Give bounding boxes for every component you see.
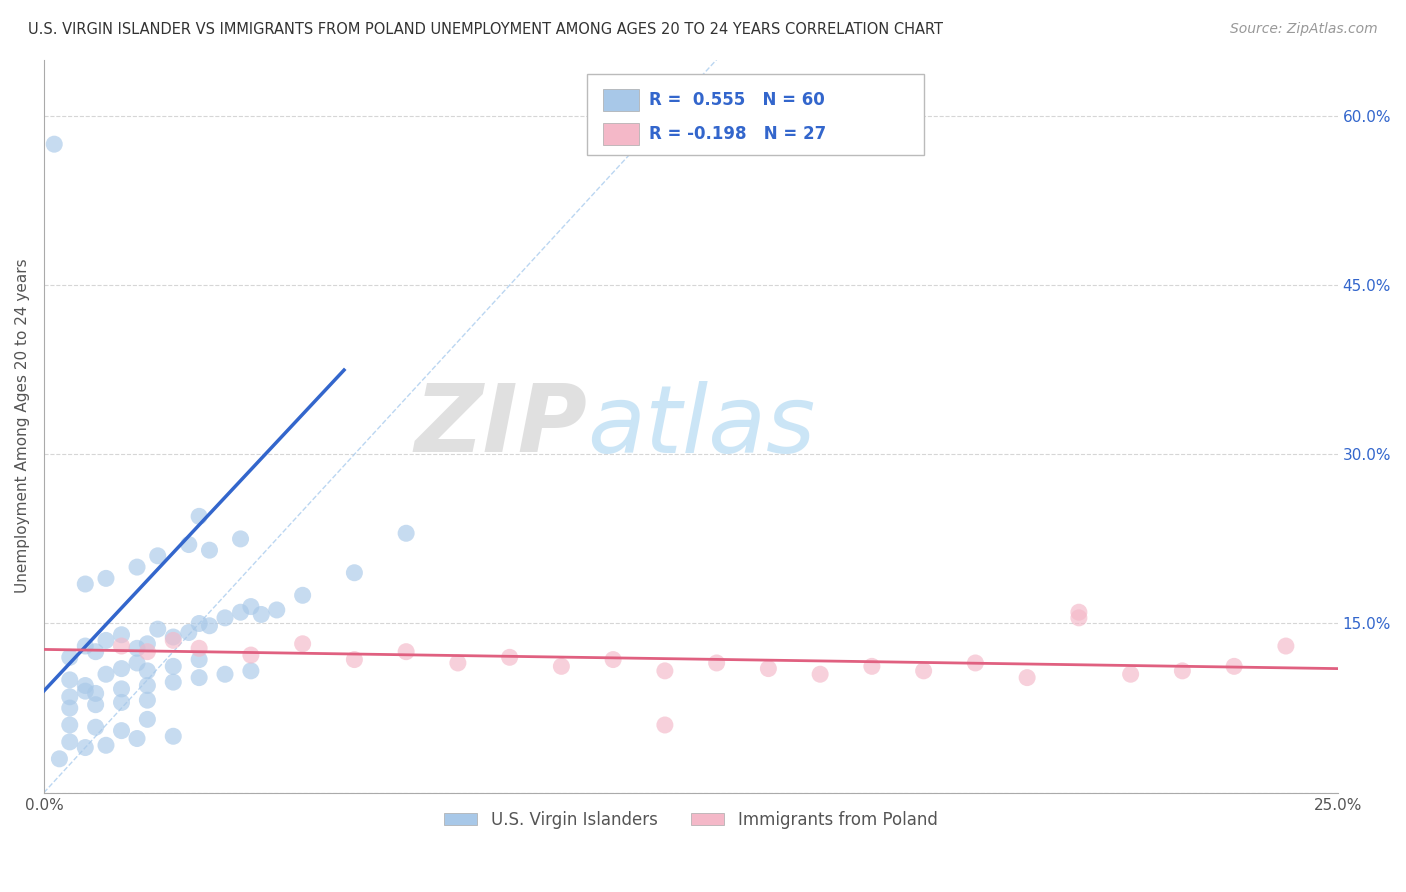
Point bbox=[1067, 605, 1090, 619]
Point bbox=[146, 622, 169, 636]
Point bbox=[1223, 659, 1246, 673]
Point bbox=[250, 607, 273, 622]
Point bbox=[84, 698, 107, 712]
Legend: U.S. Virgin Islanders, Immigrants from Poland: U.S. Virgin Islanders, Immigrants from P… bbox=[437, 805, 945, 836]
Point bbox=[44, 137, 66, 152]
Point bbox=[706, 656, 728, 670]
Point bbox=[498, 650, 520, 665]
Point bbox=[136, 679, 159, 693]
Point bbox=[214, 667, 236, 681]
Point bbox=[965, 656, 987, 670]
Point bbox=[125, 656, 148, 670]
Point bbox=[94, 739, 117, 753]
Point bbox=[1067, 611, 1090, 625]
Point bbox=[94, 633, 117, 648]
Point bbox=[1119, 667, 1142, 681]
Point bbox=[162, 675, 184, 690]
Point bbox=[162, 659, 184, 673]
Point bbox=[239, 599, 262, 614]
Text: atlas: atlas bbox=[588, 381, 815, 472]
Point bbox=[808, 667, 831, 681]
Point bbox=[59, 735, 82, 749]
Point bbox=[188, 616, 211, 631]
Point bbox=[84, 720, 107, 734]
Point bbox=[188, 509, 211, 524]
Point bbox=[75, 679, 97, 693]
Point bbox=[59, 673, 82, 687]
Y-axis label: Unemployment Among Ages 20 to 24 years: Unemployment Among Ages 20 to 24 years bbox=[15, 259, 30, 593]
Point bbox=[291, 588, 314, 602]
Point bbox=[860, 659, 883, 673]
Point bbox=[177, 625, 200, 640]
Point bbox=[291, 637, 314, 651]
Point bbox=[912, 664, 935, 678]
Point bbox=[1017, 671, 1039, 685]
Point bbox=[110, 681, 132, 696]
Point bbox=[110, 662, 132, 676]
Point bbox=[214, 611, 236, 625]
Point bbox=[48, 752, 70, 766]
Point bbox=[229, 532, 252, 546]
Point bbox=[654, 718, 676, 732]
Point bbox=[162, 633, 184, 648]
Point bbox=[188, 652, 211, 666]
Point bbox=[239, 648, 262, 662]
Point bbox=[447, 656, 470, 670]
Point bbox=[59, 718, 82, 732]
Point bbox=[94, 571, 117, 585]
Point bbox=[229, 605, 252, 619]
Bar bbox=[603, 88, 638, 111]
Point bbox=[110, 628, 132, 642]
Point bbox=[602, 652, 624, 666]
Point bbox=[343, 566, 366, 580]
Point bbox=[136, 637, 159, 651]
FancyBboxPatch shape bbox=[588, 74, 924, 155]
Point bbox=[188, 641, 211, 656]
Text: R =  0.555   N = 60: R = 0.555 N = 60 bbox=[650, 91, 825, 109]
Point bbox=[198, 619, 221, 633]
Point bbox=[59, 690, 82, 704]
Point bbox=[188, 671, 211, 685]
Point bbox=[343, 652, 366, 666]
Point bbox=[198, 543, 221, 558]
Point bbox=[136, 693, 159, 707]
Point bbox=[110, 639, 132, 653]
Point bbox=[125, 560, 148, 574]
Point bbox=[75, 740, 97, 755]
Text: Source: ZipAtlas.com: Source: ZipAtlas.com bbox=[1230, 22, 1378, 37]
Point bbox=[550, 659, 572, 673]
Point bbox=[59, 701, 82, 715]
Point bbox=[125, 641, 148, 656]
Point bbox=[239, 664, 262, 678]
Point bbox=[162, 630, 184, 644]
Point bbox=[395, 645, 418, 659]
Point bbox=[110, 695, 132, 709]
Bar bbox=[603, 123, 638, 145]
Point bbox=[110, 723, 132, 738]
Point bbox=[266, 603, 288, 617]
Point bbox=[177, 537, 200, 551]
Point bbox=[395, 526, 418, 541]
Text: R = -0.198   N = 27: R = -0.198 N = 27 bbox=[650, 125, 827, 144]
Point bbox=[136, 664, 159, 678]
Point bbox=[59, 650, 82, 665]
Point bbox=[1275, 639, 1298, 653]
Point bbox=[84, 645, 107, 659]
Point bbox=[758, 662, 780, 676]
Text: ZIP: ZIP bbox=[415, 380, 588, 472]
Point bbox=[654, 664, 676, 678]
Point bbox=[75, 684, 97, 698]
Point bbox=[146, 549, 169, 563]
Point bbox=[75, 639, 97, 653]
Point bbox=[125, 731, 148, 746]
Point bbox=[75, 577, 97, 591]
Point bbox=[162, 729, 184, 743]
Point bbox=[136, 645, 159, 659]
Point bbox=[136, 712, 159, 726]
Point bbox=[84, 686, 107, 700]
Point bbox=[1171, 664, 1194, 678]
Point bbox=[94, 667, 117, 681]
Text: U.S. VIRGIN ISLANDER VS IMMIGRANTS FROM POLAND UNEMPLOYMENT AMONG AGES 20 TO 24 : U.S. VIRGIN ISLANDER VS IMMIGRANTS FROM … bbox=[28, 22, 943, 37]
